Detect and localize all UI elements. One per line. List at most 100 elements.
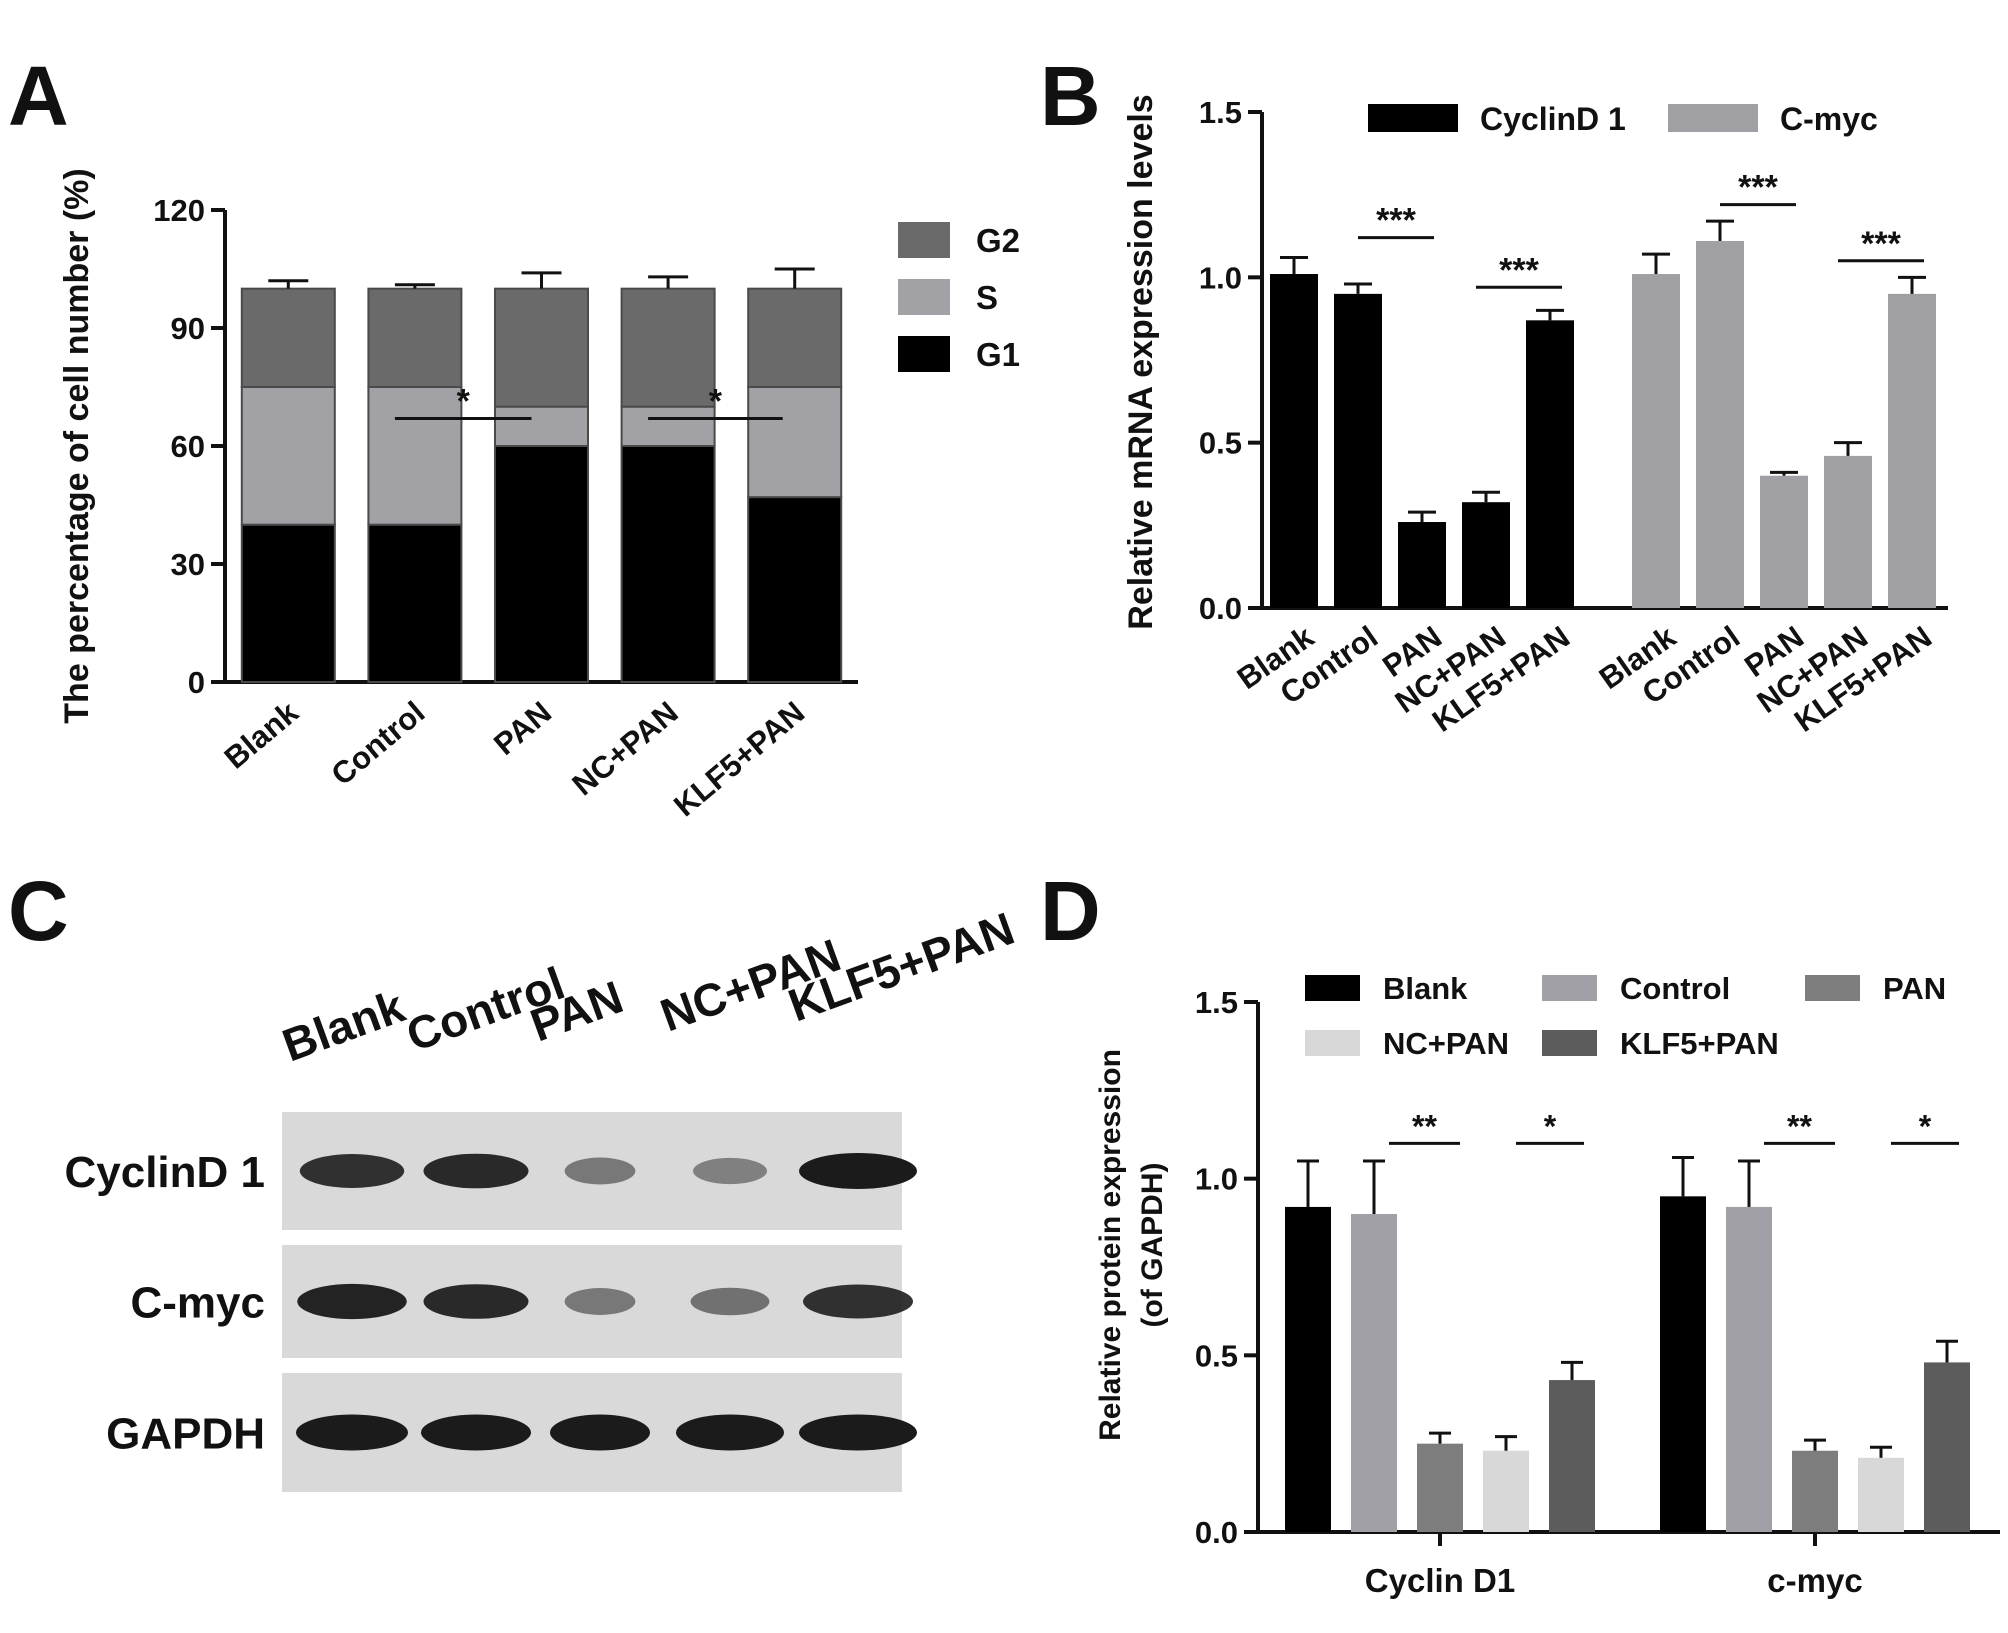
sig-b-cyclin-control-pan-label: *** (1376, 202, 1416, 240)
legend-swatch-g1 (898, 336, 950, 372)
y-axis-title: Relative protein expression (1094, 1049, 1127, 1441)
chart-panel-b: 0.0 0.5 1.0 1.5 Relative mRNA expression lev… (1122, 94, 1948, 739)
x-tick-label: Blank (218, 694, 306, 776)
legend-swatch-control (1542, 975, 1597, 1001)
panel-letter-b: B (1040, 49, 1101, 143)
y-axis-title: The percentage of cell number (%) (58, 168, 96, 723)
bar-blank-cyclin-d1 (1285, 1206, 1331, 1532)
legend-label-pan: PAN (1883, 971, 1946, 1006)
legend-swatch-c-myc (1668, 104, 1758, 132)
blot-band-cyclind-1-control (423, 1153, 529, 1189)
bar-control-c-myc (1726, 1206, 1772, 1532)
sig-d-cyclin-nc-klf5-label: * (1544, 1108, 1557, 1144)
sig-b-cmyc-control-pan-label: *** (1738, 169, 1778, 207)
bar-g2-blank (240, 287, 336, 388)
blot-band-c-myc-pan (564, 1288, 636, 1315)
sig-b-cyclin-nc-klf5-label: *** (1499, 251, 1539, 289)
legend-label-g2: G2 (976, 222, 1020, 259)
bar-s-blank (240, 386, 336, 526)
legend-swatch-nc-pan (1305, 1030, 1360, 1056)
blot-band-gapdh-nc-pan (676, 1414, 784, 1451)
bar-cyclind-1-klf5-pan (1526, 320, 1574, 608)
chart-panel-a: 0 30 60 90 120 The percentage of cell number … (58, 168, 1020, 823)
legend-swatch-pan (1805, 975, 1860, 1001)
legend-swatch-blank (1305, 975, 1360, 1001)
blot-band-c-myc-klf5-pan (802, 1284, 914, 1319)
bar-cyclind-1-nc-pan (1462, 502, 1510, 608)
y-tick-label: 0 (188, 665, 205, 700)
legend-label-nc-pan: NC+PAN (1383, 1026, 1509, 1061)
blot-band-cyclind-1-blank (299, 1154, 405, 1188)
bar-g1-blank (240, 523, 336, 684)
bar-pan-c-myc (1792, 1450, 1838, 1532)
legend-label-klf5-pan: KLF5+PAN (1620, 1026, 1779, 1061)
bar-s-nc-pan (620, 405, 716, 447)
sig-b-cmyc-nc-klf5-label: *** (1861, 225, 1901, 263)
legend-swatch-klf5-pan (1542, 1030, 1597, 1056)
panel-letter-a: A (8, 49, 69, 143)
blot-band-gapdh-pan (550, 1414, 650, 1451)
blot-band-cyclind-1-pan (564, 1157, 636, 1185)
bar-g1-klf5-pan (747, 496, 843, 683)
blot-band-gapdh-klf5-pan (799, 1414, 917, 1451)
bar-s-klf5-pan (747, 386, 843, 499)
blot-band-c-myc-nc-pan (690, 1287, 770, 1316)
legend-label-blank: Blank (1383, 971, 1468, 1006)
blot-lane-label-blank: Blank (276, 980, 412, 1072)
blot-row-label-cyclind-1: CyclinD 1 (64, 1148, 265, 1197)
legend-label-control: Control (1620, 971, 1730, 1006)
bar-control-cyclin-d1 (1351, 1214, 1397, 1532)
legend-label-g1: G1 (976, 336, 1020, 373)
blot-band-gapdh-blank (296, 1414, 408, 1451)
bar-c-myc-blank (1632, 274, 1680, 608)
sig-a-nc-klf5-label: * (709, 382, 723, 420)
legend-label-c-myc: C-myc (1780, 101, 1878, 137)
x-tick-label: NC+PAN (566, 695, 685, 803)
bar-g2-klf5-pan (747, 287, 843, 388)
bar-klf5-pan-cyclin-d1 (1549, 1380, 1595, 1532)
y-tick-label: 0.5 (1195, 1338, 1238, 1373)
x-tick-label: Cyclin D1 (1365, 1562, 1515, 1599)
legend-label-s: S (976, 279, 998, 316)
sig-d-cmyc-nc-klf5-label: * (1919, 1108, 1932, 1144)
y-tick-label: 0.0 (1195, 1515, 1238, 1550)
bar-c-myc-control (1696, 240, 1744, 608)
chart-panel-d: 0.0 0.5 1.0 1.5 Relative protein expression (… (1094, 971, 2000, 1599)
bar-pan-cyclin-d1 (1417, 1443, 1463, 1532)
x-tick-label: PAN (487, 695, 558, 762)
bar-g1-nc-pan (620, 445, 716, 683)
bar-cyclind-1-pan (1398, 522, 1446, 608)
y-tick-label: 1.5 (1195, 985, 1238, 1020)
bar-cyclind-1-control (1334, 293, 1382, 608)
bar-nc-pan-c-myc (1858, 1457, 1904, 1532)
y-tick-label: 60 (171, 429, 205, 464)
bar-s-control (367, 386, 463, 526)
y-tick-label: 0.0 (1199, 591, 1242, 626)
blot-band-gapdh-control (421, 1414, 531, 1451)
sig-a-control-pan-label: * (457, 382, 471, 420)
x-tick-label: c-myc (1767, 1562, 1862, 1599)
blot-band-cyclind-1-nc-pan (693, 1157, 767, 1185)
y-tick-label: 90 (171, 311, 205, 346)
bar-cyclind-1-blank (1270, 274, 1318, 608)
y-tick-label: 1.0 (1195, 1162, 1238, 1197)
bar-c-myc-klf5-pan (1888, 293, 1936, 608)
bar-g2-nc-pan (620, 287, 716, 408)
bar-g1-control (367, 523, 463, 684)
x-tick-label: Control (324, 695, 431, 793)
y-axis-title: Relative mRNA expression levels (1122, 94, 1160, 629)
legend-swatch-s (898, 279, 950, 315)
blot-band-cyclind-1-klf5-pan (799, 1153, 917, 1189)
bar-c-myc-nc-pan (1824, 455, 1872, 608)
bar-g1-pan (494, 445, 589, 683)
blot-band-c-myc-control (423, 1284, 529, 1319)
panel-letter-d: D (1040, 864, 1101, 958)
legend-swatch-g2 (898, 222, 950, 258)
x-tick-label: KLF5+PAN (667, 695, 811, 824)
y-tick-label: 30 (171, 547, 205, 582)
blot-band-c-myc-blank (297, 1283, 407, 1320)
blot-row-label-c-myc: C-myc (131, 1279, 266, 1328)
y-tick-label: 120 (153, 193, 205, 228)
